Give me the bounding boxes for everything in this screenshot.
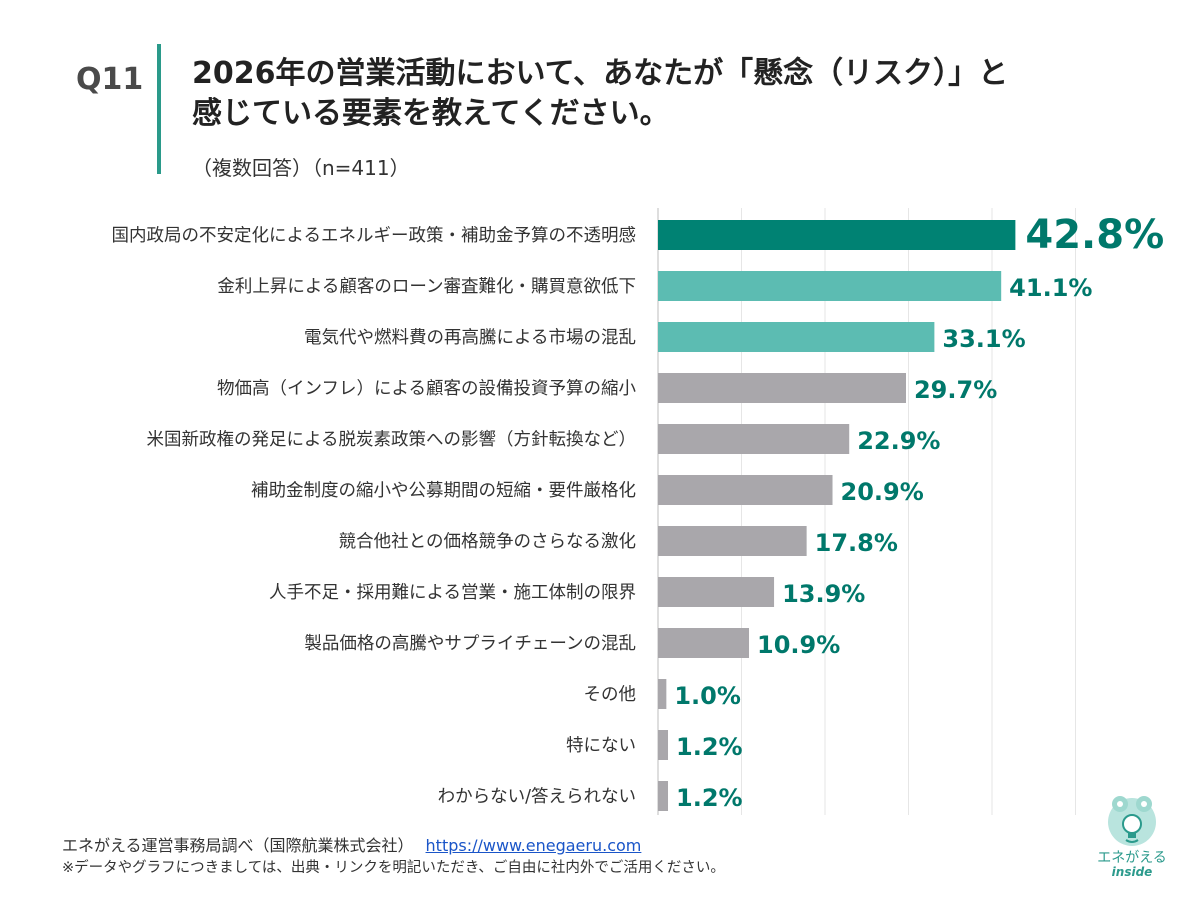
value-label: 1.2% (676, 733, 743, 761)
bar (658, 577, 775, 607)
bar (658, 322, 935, 352)
bar (658, 730, 669, 760)
bar (658, 271, 1002, 301)
bar (658, 679, 667, 709)
bar (658, 373, 906, 403)
category-label: わからない/答えられない (438, 787, 636, 807)
bar (658, 781, 669, 811)
question-title-line1: 2026年の営業活動において、あなたが「懸念（リスク）」と (192, 56, 1009, 91)
bar (658, 220, 1016, 250)
value-label: 1.2% (676, 784, 743, 812)
bar (658, 424, 850, 454)
frog-logo-icon (1108, 796, 1156, 846)
category-label: 物価高（インフレ）による顧客の設備投資予算の縮小 (217, 379, 636, 399)
question-number: Q11 (76, 62, 144, 97)
footer-note: ※データやグラフにつきましては、出典・リンクを明記いただき、ご自由に社内外でご活… (62, 860, 725, 876)
logo-text: エネがえる (1097, 850, 1167, 866)
category-label: 補助金制度の縮小や公募期間の短縮・要件厳格化 (251, 481, 636, 501)
value-label: 13.9% (782, 580, 865, 608)
value-label: 29.7% (914, 376, 997, 404)
category-label: 国内政局の不安定化によるエネルギー政策・補助金予算の不透明感 (112, 226, 636, 246)
category-label: 特にない (566, 736, 636, 756)
bar (658, 526, 807, 556)
category-label: 米国新政権の発足による脱炭素政策への影響（方針転換など） (147, 430, 636, 450)
bar (658, 628, 750, 658)
category-label: 人手不足・採用難による営業・施工体制の限界 (269, 583, 636, 603)
value-label: 10.9% (757, 631, 840, 659)
brand-logo: エネがえる inside (1088, 790, 1176, 886)
logo-sub: inside (1111, 865, 1153, 879)
question-title: 2026年の営業活動において、あなたが「懸念（リスク）」と 感じている要素を教え… (192, 54, 1152, 134)
source-link[interactable]: https://www.enegaeru.com (425, 836, 642, 855)
category-label: その他 (584, 685, 637, 705)
value-label: 1.0% (674, 682, 741, 710)
accent-rule (157, 44, 161, 174)
value-label: 17.8% (815, 529, 898, 557)
value-label: 41.1% (1009, 274, 1092, 302)
source-text: エネがえる運営事務局調べ（国際航業株式会社） (62, 836, 414, 855)
question-subtitle: （複数回答）（n=411） (192, 156, 410, 180)
bar (658, 475, 833, 505)
category-label: 競合他社との価格競争のさらなる激化 (339, 532, 636, 552)
category-label: 電気代や燃料費の再高騰による市場の混乱 (304, 328, 636, 348)
value-label: 42.8% (1025, 212, 1164, 258)
category-label: 製品価格の高騰やサプライチェーンの混乱 (304, 634, 636, 654)
question-title-line2: 感じている要素を教えてください。 (192, 96, 670, 131)
category-label: 金利上昇による顧客のローン審査難化・購買意欲低下 (217, 277, 636, 297)
footer-source: エネがえる運営事務局調べ（国際航業株式会社） https://www.enegae… (62, 832, 641, 856)
value-label: 22.9% (857, 427, 940, 455)
value-label: 20.9% (841, 478, 924, 506)
value-label: 33.1% (942, 325, 1025, 353)
